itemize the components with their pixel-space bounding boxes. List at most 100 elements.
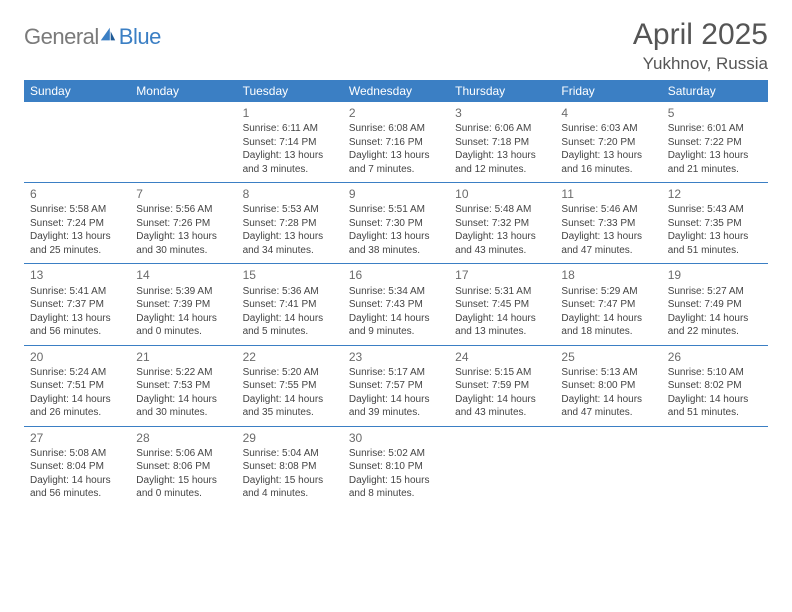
weekday-thursday: Thursday [449, 80, 555, 102]
sunrise-line: Sunrise: 5:39 AM [136, 285, 230, 299]
sunrise-line: Sunrise: 5:04 AM [243, 447, 337, 461]
day-number: 6 [30, 186, 124, 202]
day-number: 2 [349, 105, 443, 121]
daylight-line: Daylight: 14 hours and 56 minutes. [30, 474, 124, 501]
sunrise-line: Sunrise: 5:36 AM [243, 285, 337, 299]
day-number: 29 [243, 430, 337, 446]
sunrise-line: Sunrise: 5:51 AM [349, 203, 443, 217]
sunset-line: Sunset: 7:30 PM [349, 217, 443, 231]
sunrise-line: Sunrise: 5:58 AM [30, 203, 124, 217]
sunset-line: Sunset: 7:39 PM [136, 298, 230, 312]
daylight-line: Daylight: 14 hours and 22 minutes. [668, 312, 762, 339]
day-number: 19 [668, 267, 762, 283]
daylight-line: Daylight: 13 hours and 3 minutes. [243, 149, 337, 176]
daylight-line: Daylight: 15 hours and 8 minutes. [349, 474, 443, 501]
day-number: 17 [455, 267, 549, 283]
weekday-header: Sunday Monday Tuesday Wednesday Thursday… [24, 80, 768, 102]
sunrise-line: Sunrise: 6:08 AM [349, 122, 443, 136]
day-number: 12 [668, 186, 762, 202]
day-cell: 19Sunrise: 5:27 AMSunset: 7:49 PMDayligh… [662, 263, 768, 344]
sunset-line: Sunset: 7:14 PM [243, 136, 337, 150]
logo: General Blue [24, 18, 161, 50]
daylight-line: Daylight: 14 hours and 47 minutes. [561, 393, 655, 420]
daylight-line: Daylight: 14 hours and 26 minutes. [30, 393, 124, 420]
day-cell: 27Sunrise: 5:08 AMSunset: 8:04 PMDayligh… [24, 426, 130, 507]
location: Yukhnov, Russia [633, 54, 768, 74]
day-cell: 2Sunrise: 6:08 AMSunset: 7:16 PMDaylight… [343, 102, 449, 182]
sunset-line: Sunset: 8:02 PM [668, 379, 762, 393]
daylight-line: Daylight: 14 hours and 0 minutes. [136, 312, 230, 339]
sail-icon [99, 26, 117, 44]
sunrise-line: Sunrise: 5:46 AM [561, 203, 655, 217]
calendar: Sunday Monday Tuesday Wednesday Thursday… [24, 80, 768, 507]
sunrise-line: Sunrise: 5:53 AM [243, 203, 337, 217]
sunset-line: Sunset: 8:10 PM [349, 460, 443, 474]
page-title: April 2025 [633, 18, 768, 52]
day-number: 22 [243, 349, 337, 365]
sunrise-line: Sunrise: 5:43 AM [668, 203, 762, 217]
sunrise-line: Sunrise: 5:17 AM [349, 366, 443, 380]
day-cell: 12Sunrise: 5:43 AMSunset: 7:35 PMDayligh… [662, 182, 768, 263]
sunset-line: Sunset: 7:57 PM [349, 379, 443, 393]
day-cell: 9Sunrise: 5:51 AMSunset: 7:30 PMDaylight… [343, 182, 449, 263]
day-cell: 1Sunrise: 6:11 AMSunset: 7:14 PMDaylight… [237, 102, 343, 182]
daylight-line: Daylight: 13 hours and 47 minutes. [561, 230, 655, 257]
day-number: 5 [668, 105, 762, 121]
title-block: April 2025 Yukhnov, Russia [633, 18, 768, 74]
day-number: 8 [243, 186, 337, 202]
sunrise-line: Sunrise: 5:22 AM [136, 366, 230, 380]
sunset-line: Sunset: 7:41 PM [243, 298, 337, 312]
day-cell: 23Sunrise: 5:17 AMSunset: 7:57 PMDayligh… [343, 345, 449, 426]
sunrise-line: Sunrise: 5:08 AM [30, 447, 124, 461]
daylight-line: Daylight: 13 hours and 43 minutes. [455, 230, 549, 257]
sunrise-line: Sunrise: 5:31 AM [455, 285, 549, 299]
weekday-sunday: Sunday [24, 80, 130, 102]
daylight-line: Daylight: 13 hours and 7 minutes. [349, 149, 443, 176]
logo-text-a: General [24, 24, 99, 50]
sunset-line: Sunset: 7:28 PM [243, 217, 337, 231]
sunset-line: Sunset: 7:33 PM [561, 217, 655, 231]
day-number: 14 [136, 267, 230, 283]
daylight-line: Daylight: 14 hours and 30 minutes. [136, 393, 230, 420]
daylight-line: Daylight: 13 hours and 38 minutes. [349, 230, 443, 257]
day-number: 25 [561, 349, 655, 365]
week-row: 20Sunrise: 5:24 AMSunset: 7:51 PMDayligh… [24, 345, 768, 426]
day-cell: 17Sunrise: 5:31 AMSunset: 7:45 PMDayligh… [449, 263, 555, 344]
sunrise-line: Sunrise: 6:01 AM [668, 122, 762, 136]
day-cell: 25Sunrise: 5:13 AMSunset: 8:00 PMDayligh… [555, 345, 661, 426]
day-number: 18 [561, 267, 655, 283]
sunset-line: Sunset: 7:22 PM [668, 136, 762, 150]
sunset-line: Sunset: 7:43 PM [349, 298, 443, 312]
daylight-line: Daylight: 13 hours and 34 minutes. [243, 230, 337, 257]
sunset-line: Sunset: 7:37 PM [30, 298, 124, 312]
day-cell: 11Sunrise: 5:46 AMSunset: 7:33 PMDayligh… [555, 182, 661, 263]
empty-cell [24, 102, 130, 182]
empty-cell [662, 426, 768, 507]
day-cell: 22Sunrise: 5:20 AMSunset: 7:55 PMDayligh… [237, 345, 343, 426]
week-row: 1Sunrise: 6:11 AMSunset: 7:14 PMDaylight… [24, 102, 768, 182]
weeks-container: 1Sunrise: 6:11 AMSunset: 7:14 PMDaylight… [24, 102, 768, 507]
day-cell: 21Sunrise: 5:22 AMSunset: 7:53 PMDayligh… [130, 345, 236, 426]
day-number: 1 [243, 105, 337, 121]
daylight-line: Daylight: 13 hours and 12 minutes. [455, 149, 549, 176]
daylight-line: Daylight: 13 hours and 56 minutes. [30, 312, 124, 339]
week-row: 6Sunrise: 5:58 AMSunset: 7:24 PMDaylight… [24, 182, 768, 263]
daylight-line: Daylight: 14 hours and 35 minutes. [243, 393, 337, 420]
day-number: 26 [668, 349, 762, 365]
logo-text-b: Blue [119, 24, 161, 50]
daylight-line: Daylight: 14 hours and 51 minutes. [668, 393, 762, 420]
sunset-line: Sunset: 7:35 PM [668, 217, 762, 231]
sunset-line: Sunset: 7:45 PM [455, 298, 549, 312]
sunrise-line: Sunrise: 5:24 AM [30, 366, 124, 380]
day-cell: 6Sunrise: 5:58 AMSunset: 7:24 PMDaylight… [24, 182, 130, 263]
daylight-line: Daylight: 14 hours and 43 minutes. [455, 393, 549, 420]
empty-cell [449, 426, 555, 507]
sunset-line: Sunset: 7:59 PM [455, 379, 549, 393]
daylight-line: Daylight: 14 hours and 18 minutes. [561, 312, 655, 339]
day-cell: 13Sunrise: 5:41 AMSunset: 7:37 PMDayligh… [24, 263, 130, 344]
day-cell: 15Sunrise: 5:36 AMSunset: 7:41 PMDayligh… [237, 263, 343, 344]
sunset-line: Sunset: 7:47 PM [561, 298, 655, 312]
weekday-tuesday: Tuesday [237, 80, 343, 102]
sunset-line: Sunset: 8:00 PM [561, 379, 655, 393]
day-cell: 20Sunrise: 5:24 AMSunset: 7:51 PMDayligh… [24, 345, 130, 426]
